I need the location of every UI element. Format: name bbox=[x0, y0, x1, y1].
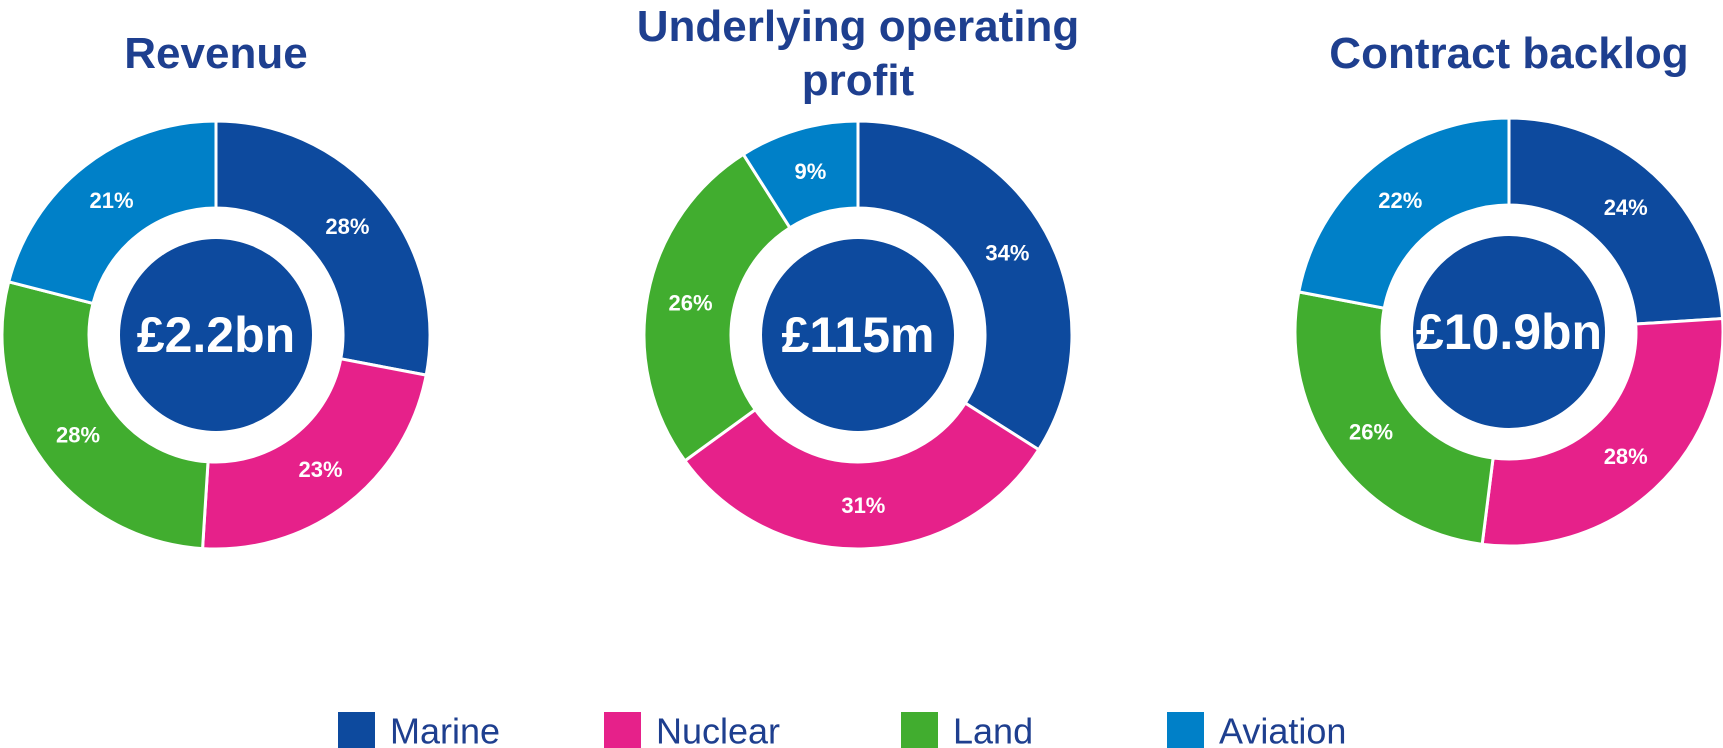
slice-label: 28% bbox=[1604, 444, 1648, 469]
slice bbox=[1480, 317, 1723, 548]
chart-title: Underlying operating profit bbox=[636, 2, 1080, 105]
center-disc bbox=[762, 239, 954, 431]
slice-label: 28% bbox=[56, 423, 100, 448]
slice-label: 23% bbox=[298, 457, 342, 482]
legend-label: Land bbox=[953, 711, 1033, 748]
slice bbox=[214, 119, 432, 377]
slice bbox=[741, 119, 860, 230]
slice bbox=[1507, 116, 1723, 326]
slice bbox=[200, 357, 428, 551]
center-label: £10.9bn bbox=[1416, 304, 1602, 360]
legend-label: Aviation bbox=[1219, 711, 1346, 748]
slice-label: 9% bbox=[795, 159, 827, 184]
legend-swatch bbox=[1167, 712, 1204, 748]
slice-label: 22% bbox=[1378, 188, 1422, 213]
slice bbox=[0, 279, 210, 551]
slice-label: 26% bbox=[1349, 420, 1393, 445]
center-label: £2.2bn bbox=[137, 307, 295, 363]
legend-label: Nuclear bbox=[656, 711, 780, 748]
slice bbox=[1297, 116, 1511, 310]
slice-label: 31% bbox=[841, 493, 885, 518]
chart-title: Revenue bbox=[124, 29, 308, 78]
center-disc bbox=[120, 239, 312, 431]
slice bbox=[682, 400, 1041, 551]
chart-title: Contract backlog bbox=[1329, 29, 1689, 78]
slice bbox=[6, 119, 218, 306]
slice-label: 26% bbox=[668, 291, 712, 316]
legend-label: Marine bbox=[390, 711, 500, 748]
slice-label: 34% bbox=[985, 240, 1029, 265]
slice bbox=[856, 119, 1074, 452]
slice bbox=[1293, 290, 1495, 546]
legend-swatch bbox=[338, 712, 375, 748]
slice-label: 21% bbox=[89, 188, 133, 213]
slice bbox=[642, 152, 793, 463]
legend-swatch bbox=[604, 712, 641, 748]
center-disc bbox=[1413, 236, 1605, 428]
slice-label: 28% bbox=[325, 214, 369, 239]
center-label: £115m bbox=[782, 307, 935, 363]
slice-label: 24% bbox=[1604, 195, 1648, 220]
legend-swatch bbox=[901, 712, 938, 748]
